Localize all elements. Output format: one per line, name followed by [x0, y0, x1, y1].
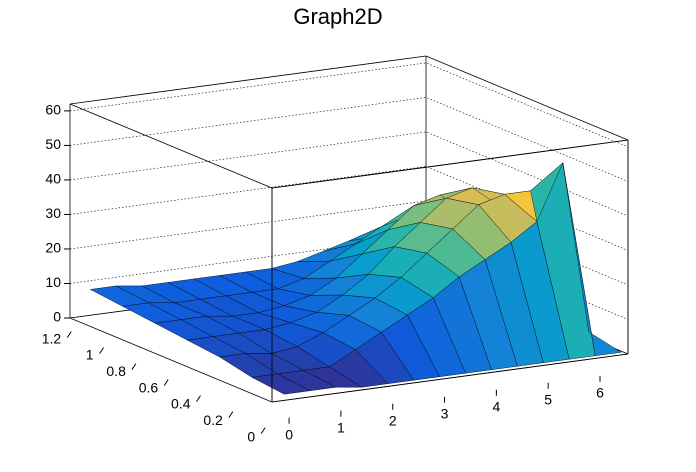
z-tick-label: 60	[45, 102, 61, 118]
grid-line	[69, 62, 629, 148]
box-edge	[69, 55, 427, 105]
y-tick-label: 0.8	[106, 363, 126, 379]
x-tick-label: 6	[596, 384, 604, 400]
z-tick-label: 0	[53, 309, 61, 325]
y-tick	[260, 427, 266, 434]
z-tick-label: 50	[45, 136, 61, 152]
x-tick-label: 4	[492, 398, 500, 414]
y-tick-label: 0.6	[139, 379, 159, 395]
y-tick-label: 1.2	[42, 330, 62, 346]
z-tick-label: 40	[45, 171, 61, 187]
surface-cell	[562, 162, 622, 356]
x-tick-label: 1	[337, 419, 345, 435]
x-tick-label: 5	[544, 391, 552, 407]
y-tick-label: 1	[86, 347, 94, 363]
y-tick	[228, 411, 234, 418]
y-tick	[66, 331, 72, 338]
x-tick-label: 3	[441, 405, 449, 421]
box-edge	[69, 103, 273, 189]
chart-title: Graph2D	[293, 4, 382, 29]
y-tick	[99, 347, 104, 354]
box-edge	[271, 139, 629, 189]
z-tick-label: 30	[45, 205, 61, 221]
y-tick-label: 0.2	[203, 412, 223, 428]
x-tick-label: 2	[389, 412, 397, 428]
box-edge	[69, 317, 273, 403]
y-tick	[196, 395, 201, 402]
x-tick-label: 0	[285, 426, 293, 442]
y-tick-label: 0	[247, 428, 255, 444]
y-tick	[131, 363, 137, 370]
grid-line	[69, 97, 629, 182]
z-tick-label: 10	[45, 274, 61, 290]
z-tick-label: 20	[45, 240, 61, 256]
box-edge	[271, 353, 629, 403]
y-tick-label: 0.4	[171, 396, 191, 412]
box-edge	[425, 55, 629, 141]
y-tick	[163, 379, 169, 386]
